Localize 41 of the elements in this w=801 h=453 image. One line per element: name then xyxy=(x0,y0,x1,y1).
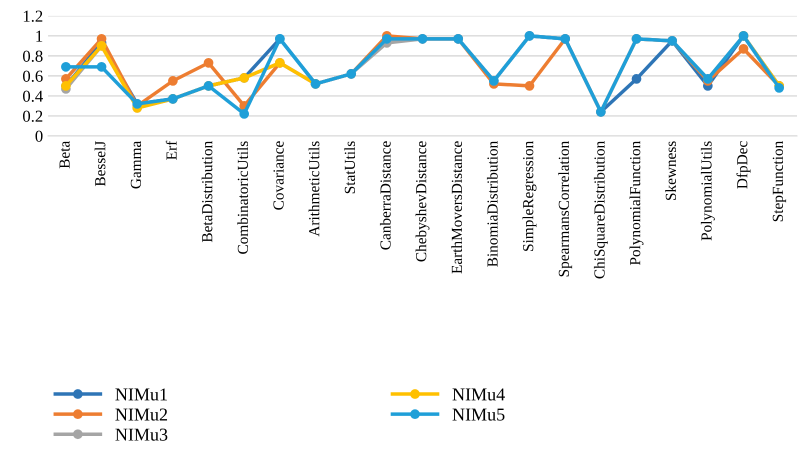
point xyxy=(168,76,178,86)
point xyxy=(738,44,748,54)
x-tick-label: ArithmeticUtils xyxy=(308,141,320,237)
x-tick-label: BinomiaDistribution xyxy=(486,140,498,267)
x-tick-label: PolynomialUtils xyxy=(700,141,715,240)
x-tick-label: Erf xyxy=(166,140,177,160)
point xyxy=(204,58,214,68)
x-tick-label: ChebyshevDistance xyxy=(416,141,430,262)
y-tick-label: 1.2 xyxy=(24,10,42,22)
x-tick-label: StepFunction xyxy=(772,140,786,222)
x-tick-label: DfpDec xyxy=(736,141,751,189)
y-tick-label: 0.8 xyxy=(23,50,43,62)
x-tick-label: Covariance xyxy=(273,141,284,210)
x-tick-label: Beta xyxy=(60,140,70,168)
y-tick-label: 0.4 xyxy=(23,90,43,102)
x-tick-label: Gamma xyxy=(130,140,142,188)
x-tick-label: BetaDistribution xyxy=(202,140,212,242)
point xyxy=(239,109,250,119)
x-tick-label: SimpleRegression xyxy=(522,140,536,251)
x-tick-label: Skewness xyxy=(665,141,676,200)
legend-label: NIMu1 xyxy=(115,388,167,401)
x-tick-label: StatUtils xyxy=(344,141,356,194)
legend-label: NIMu4 xyxy=(452,388,505,401)
x-tick-label: PolynomialFunction xyxy=(630,140,644,266)
x-tick-label: BesselJ xyxy=(94,141,106,186)
point xyxy=(524,81,534,91)
x-tick-label: CanberraDistance xyxy=(380,141,391,250)
point xyxy=(61,62,71,72)
x-tick-label: CombinatoricUtils xyxy=(237,141,248,254)
x-tick-label: ChiSquareDistribution xyxy=(594,140,608,278)
y-tick-label: 0.2 xyxy=(23,110,42,122)
point xyxy=(96,62,106,72)
point xyxy=(632,74,642,84)
legend-label: NIMu5 xyxy=(452,408,504,421)
x-tick-label: EarthMoversDistance xyxy=(451,141,462,274)
legend-label: NIMu3 xyxy=(115,428,168,441)
y-tick-label: 1 xyxy=(36,30,42,42)
x-tick-label: SpearmansCorrelation xyxy=(558,140,572,276)
y-tick-label: 0 xyxy=(36,130,43,142)
y-tick-label: 0.6 xyxy=(23,70,43,82)
legend-label: NIMu2 xyxy=(115,408,168,421)
